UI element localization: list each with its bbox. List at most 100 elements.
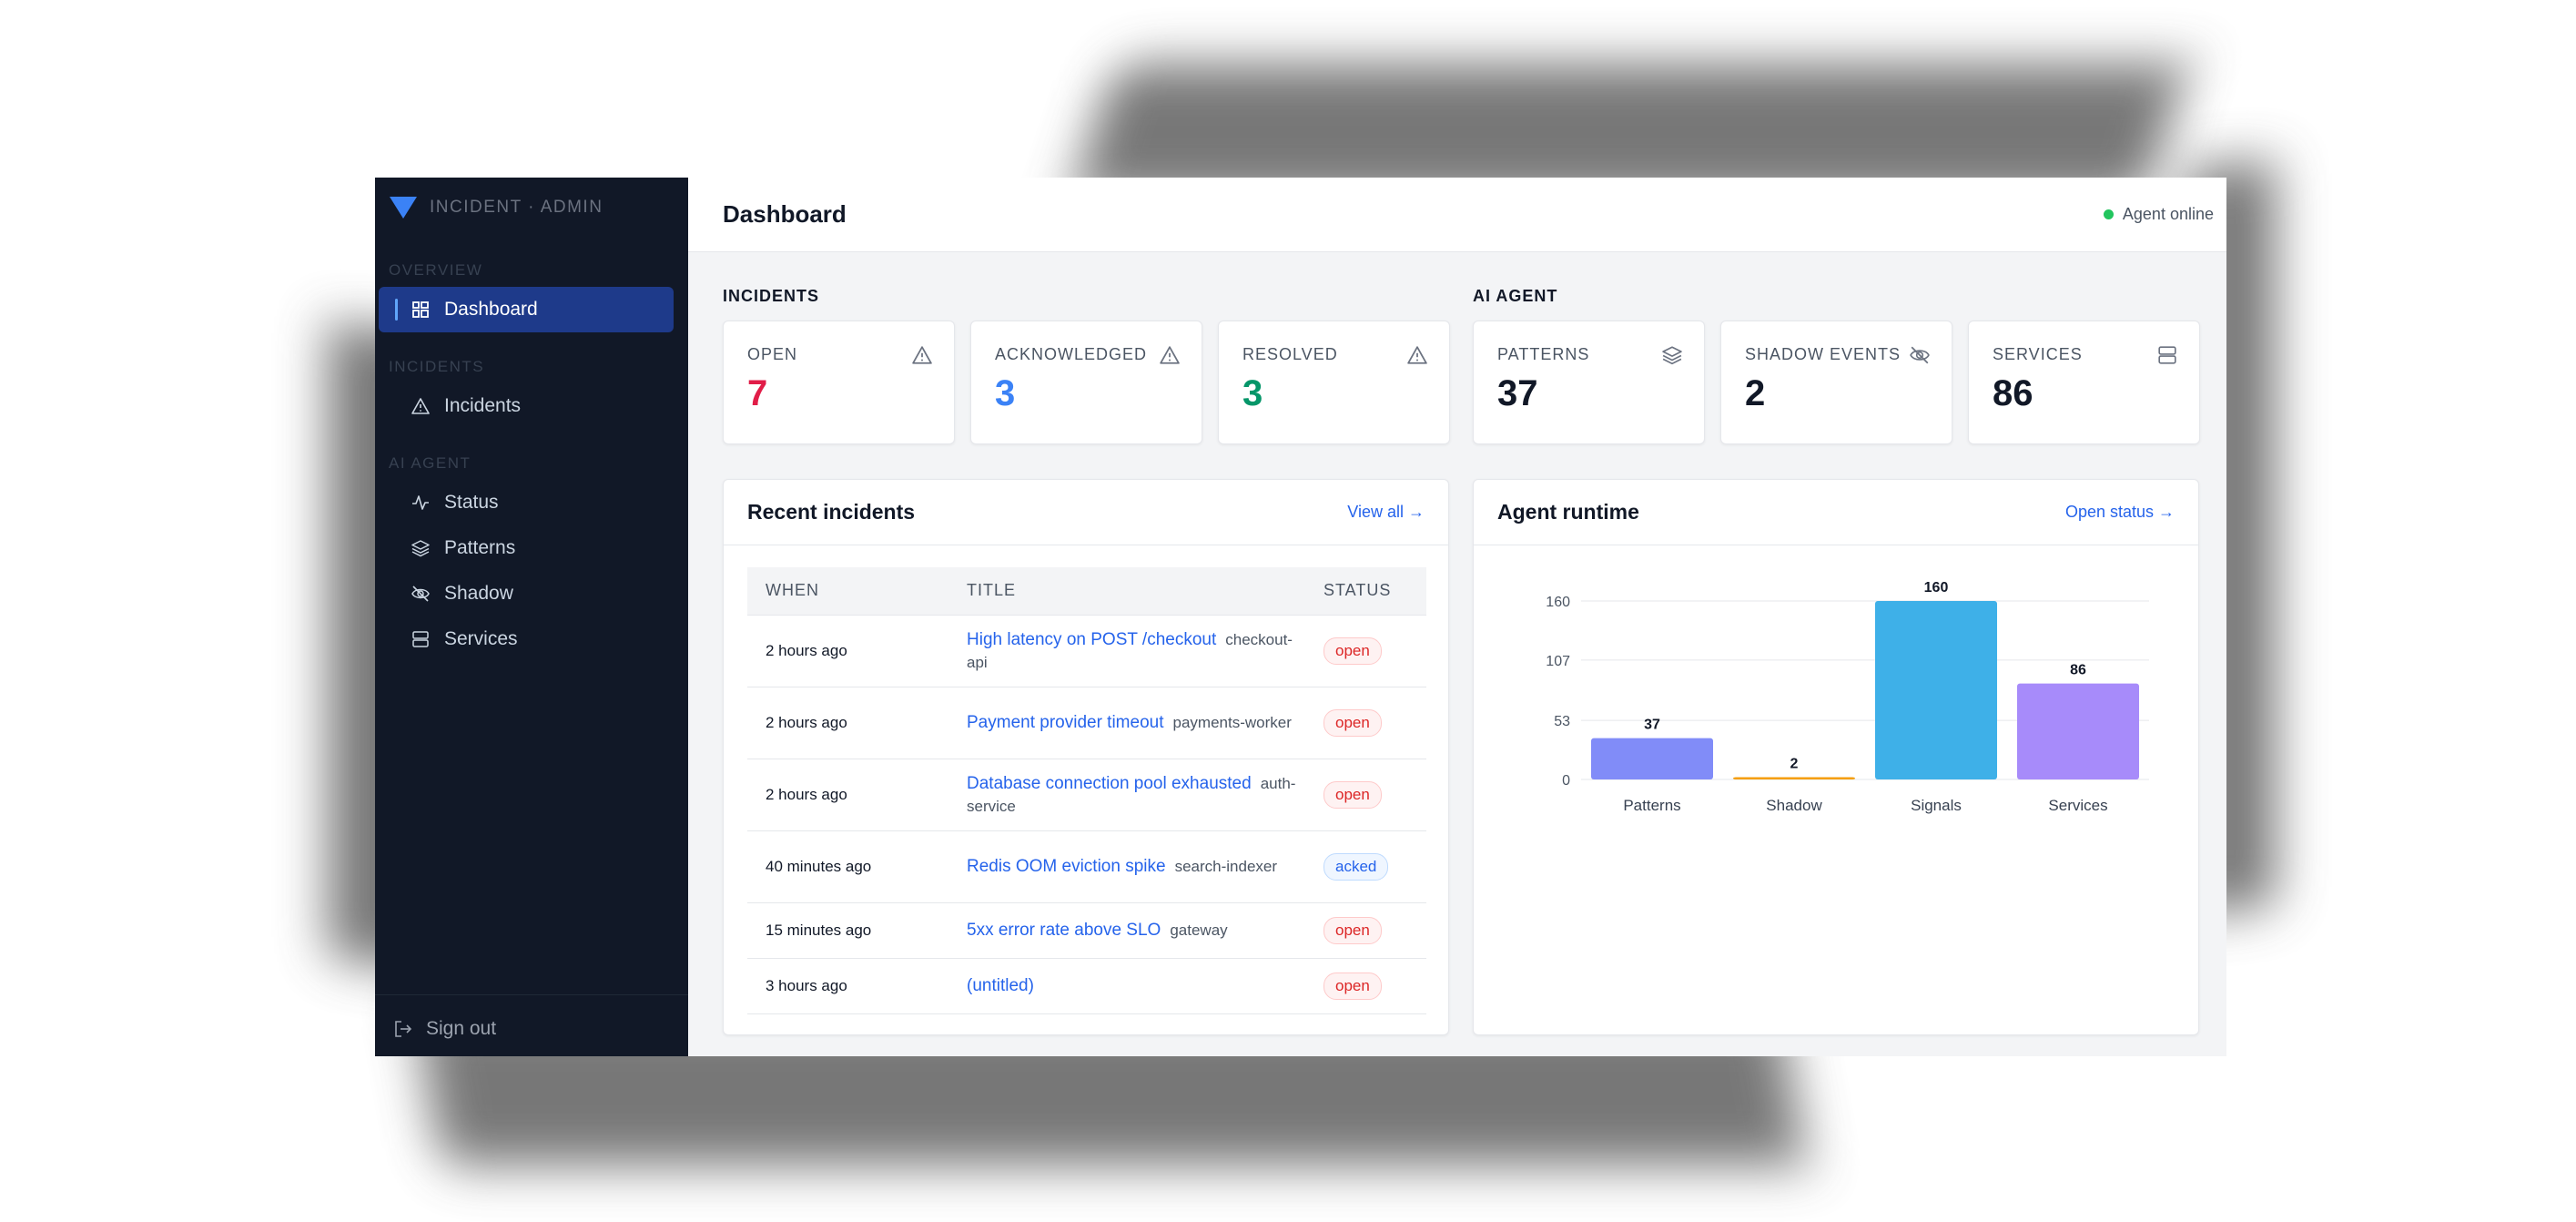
sidebar-section-incidents: INCIDENTS [389, 358, 485, 375]
grid-icon [412, 301, 429, 318]
stat-card-open[interactable]: OPEN 7 [723, 321, 955, 444]
agent-runtime-chart: 0 53 107 160 37 Patterns 2 Shadow 160 Signals 86 Se… [1546, 580, 2149, 814]
status-badge: open [1323, 636, 1382, 665]
incident-service: payments-worker [1172, 714, 1292, 731]
stat-value: 7 [747, 373, 768, 413]
incident-status-cell: open [1305, 759, 1426, 831]
y-tick-label: 160 [1546, 595, 1570, 610]
eye-off-icon [411, 586, 430, 602]
agent-status: Agent online [2103, 205, 2214, 224]
incident-title-cell: Payment provider timeout payments-worker [948, 687, 1305, 759]
sidebar-item-status[interactable]: Status [379, 480, 674, 525]
incident-title-cell: (untitled) [948, 958, 1305, 1014]
stat-value: 37 [1497, 373, 1538, 413]
status-badge: acked [1323, 852, 1389, 881]
table-row[interactable]: 2 hours ago High latency on POST /checko… [747, 615, 1426, 687]
bar [1733, 777, 1855, 779]
incident-title-link[interactable]: High latency on POST /checkout [967, 629, 1217, 649]
incident-status-cell: acked [1305, 830, 1426, 903]
incident-status-cell: open [1305, 615, 1426, 687]
sidebar-divider [375, 994, 688, 995]
sidebar-item-services[interactable]: Services [379, 616, 674, 662]
incident-title-link[interactable]: Payment provider timeout [967, 713, 1164, 732]
table-row[interactable]: 2 hours ago Database connection pool exh… [747, 759, 1426, 831]
warning-icon [1160, 346, 1180, 364]
sidebar-item-dashboard[interactable]: Dashboard [379, 287, 674, 332]
incident-title-link[interactable]: Redis OOM eviction spike [967, 857, 1166, 876]
incident-service: search-indexer [1174, 858, 1278, 875]
incident-service: gateway [1170, 922, 1228, 939]
view-all-link[interactable]: View all → [1347, 503, 1425, 521]
sign-out-button[interactable]: Sign out [393, 1006, 496, 1052]
sidebar-item-label: Status [444, 492, 499, 513]
table-row[interactable]: 2 hours ago Payment provider timeout paym… [747, 687, 1426, 759]
sidebar-item-label: Services [444, 628, 518, 649]
server-icon [2158, 346, 2176, 364]
incident-title-cell: High latency on POST /checkout checkout-a… [948, 615, 1305, 687]
activity-icon [412, 495, 429, 510]
sidebar-section-ai-agent: AI AGENT [389, 454, 472, 472]
incident-when: 2 hours ago [747, 759, 948, 831]
bar-value-label: 86 [2070, 663, 2086, 678]
stat-card-acknowledged[interactable]: ACKNOWLEDGED 3 [970, 321, 1202, 444]
x-tick-label: Shadow [1766, 797, 1822, 814]
open-status-link[interactable]: Open status → [2064, 503, 2175, 521]
sidebar-item-incidents[interactable]: Incidents [379, 383, 674, 429]
bar [2017, 683, 2139, 779]
sidebar-item-shadow[interactable]: Shadow [379, 571, 674, 616]
table-row[interactable]: 3 hours ago (untitled) open [747, 958, 1426, 1014]
table-row[interactable]: 40 minutes ago Redis OOM eviction spike s… [747, 830, 1426, 903]
stat-label: ACKNOWLEDGED [995, 345, 1148, 363]
warning-icon [411, 398, 430, 414]
table-row[interactable]: 15 minutes ago 5xx error rate above SLO g… [747, 902, 1426, 959]
incident-when: 3 hours ago [747, 958, 948, 1014]
app-window: INCIDENT · ADMIN OVERVIEW Dashboard INCI… [375, 178, 2226, 1056]
incident-title-link[interactable]: 5xx error rate above SLO [967, 921, 1161, 940]
incidents-table: WHEN TITLE STATUS 2 hours ago High laten… [747, 567, 1426, 1014]
table-header-row: WHEN TITLE STATUS [747, 567, 1426, 616]
agent-runtime-card: Agent runtime Open status → 0 53 107 160 37 P… [1473, 479, 2199, 1035]
server-icon [412, 631, 429, 647]
recent-incidents-card: Recent incidents View all → WHEN TITLE S… [723, 479, 1449, 1035]
incident-service: checkout-api [967, 630, 1293, 671]
card-header: Recent incidents View all → [724, 480, 1448, 545]
stat-card-services[interactable]: SERVICES 86 [1968, 321, 2200, 444]
incident-status-cell: open [1305, 902, 1426, 959]
stat-card-shadow-events[interactable]: SHADOW EVENTS 2 [1720, 321, 1952, 444]
status-badge: open [1323, 916, 1382, 944]
incident-status-cell: open [1305, 958, 1426, 1014]
bar-value-label: 160 [1924, 580, 1949, 596]
incident-title-cell: Database connection pool exhausted auth-s… [948, 759, 1305, 831]
main-content: Dashboard Agent online INCIDENTS AI AGEN… [688, 178, 2226, 1056]
column-header-title[interactable]: TITLE [948, 567, 1305, 616]
status-dot-icon [2103, 209, 2114, 219]
group-label-ai-agent: AI AGENT [1473, 287, 1558, 305]
eye-off-icon [1910, 346, 1930, 364]
status-badge: open [1323, 972, 1382, 1000]
stat-card-resolved[interactable]: RESOLVED 3 [1218, 321, 1450, 444]
bar-value-label: 2 [1790, 757, 1799, 772]
stat-label: SHADOW EVENTS [1745, 345, 1902, 363]
page-title: Dashboard [723, 200, 847, 228]
incident-title-cell: Redis OOM eviction spike search-indexer [948, 830, 1305, 903]
sign-out-label: Sign out [426, 1018, 497, 1039]
sidebar-item-patterns[interactable]: Patterns [379, 525, 674, 571]
incident-service: auth-service [967, 774, 1296, 815]
sidebar-item-label: Patterns [444, 537, 516, 558]
warning-icon [1407, 346, 1427, 364]
sidebar-item-label: Incidents [444, 395, 522, 416]
brand: INCIDENT · ADMIN [375, 178, 688, 238]
incident-when: 15 minutes ago [747, 902, 948, 959]
layers-icon [411, 540, 430, 557]
stat-label: SERVICES [1993, 345, 2083, 363]
incident-title-link[interactable]: (untitled) [967, 976, 1034, 995]
x-tick-label: Services [2048, 797, 2107, 814]
group-label-incidents: INCIDENTS [723, 287, 820, 305]
card-title: Recent incidents [747, 500, 916, 524]
incident-title-link[interactable]: Database connection pool exhausted [967, 773, 1252, 793]
stat-card-patterns[interactable]: PATTERNS 37 [1473, 321, 1705, 444]
column-header-status[interactable]: STATUS [1305, 567, 1426, 616]
column-header-when[interactable]: WHEN [747, 567, 948, 616]
bar [1875, 601, 1997, 779]
